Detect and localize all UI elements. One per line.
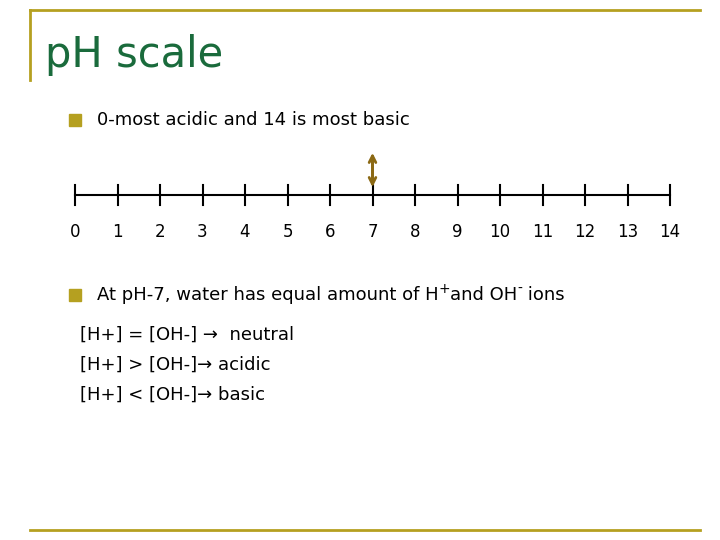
Text: [H+] < [OH-]→ basic: [H+] < [OH-]→ basic [80, 386, 265, 404]
Text: 8: 8 [410, 223, 420, 241]
Text: 3: 3 [197, 223, 208, 241]
Text: and OH: and OH [450, 286, 518, 304]
Text: 4: 4 [240, 223, 251, 241]
Text: 6: 6 [325, 223, 336, 241]
Text: 14: 14 [660, 223, 680, 241]
Text: 13: 13 [617, 223, 638, 241]
Text: 5: 5 [282, 223, 293, 241]
Text: [H+] > [OH-]→ acidic: [H+] > [OH-]→ acidic [80, 356, 271, 374]
Text: 10: 10 [490, 223, 510, 241]
Text: 1: 1 [112, 223, 123, 241]
Text: 2: 2 [155, 223, 166, 241]
Text: +: + [438, 282, 450, 296]
Text: 9: 9 [452, 223, 463, 241]
Text: -: - [518, 282, 523, 296]
Text: ions: ions [523, 286, 565, 304]
Text: 7: 7 [367, 223, 378, 241]
Text: pH scale: pH scale [45, 34, 223, 76]
Text: 11: 11 [532, 223, 553, 241]
Text: [H+] = [OH-] →  neutral: [H+] = [OH-] → neutral [80, 326, 294, 344]
Text: 0: 0 [70, 223, 80, 241]
Text: At pH-7, water has equal amount of H: At pH-7, water has equal amount of H [97, 286, 438, 304]
Text: 0-most acidic and 14 is most basic: 0-most acidic and 14 is most basic [97, 111, 410, 129]
Text: 12: 12 [575, 223, 595, 241]
